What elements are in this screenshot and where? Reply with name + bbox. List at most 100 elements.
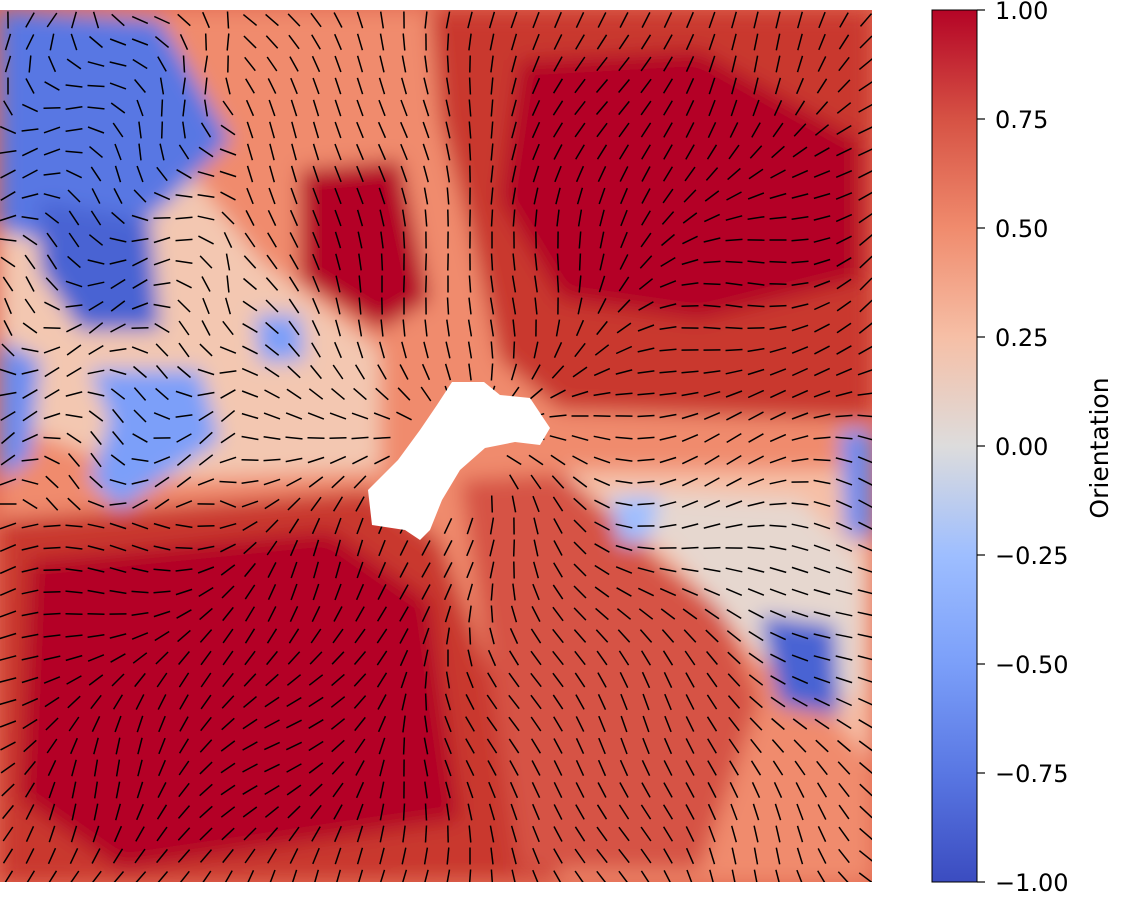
director-segment <box>2 826 14 842</box>
director-segment <box>400 77 408 95</box>
director-segment <box>771 145 785 159</box>
director-segment <box>154 476 170 488</box>
director-segment <box>109 61 127 67</box>
director-segment <box>0 720 17 728</box>
director-segment <box>400 671 408 689</box>
director-segment <box>703 588 721 596</box>
director-segment <box>244 628 256 644</box>
director-segment <box>373 436 391 440</box>
director-segment <box>490 275 494 293</box>
director-segment <box>791 412 809 420</box>
director-segment <box>423 165 429 183</box>
director-segment <box>286 696 302 708</box>
director-segment <box>597 12 607 28</box>
director-segment <box>573 497 587 511</box>
director-segment <box>264 344 280 356</box>
director-segment <box>681 588 699 596</box>
director-segment <box>703 390 721 398</box>
director-segment <box>556 253 560 271</box>
director-segment <box>175 260 193 264</box>
director-segment <box>618 144 630 160</box>
director-segment <box>397 387 411 401</box>
director-segment <box>769 631 787 641</box>
director-segment <box>334 319 342 337</box>
director-segment <box>199 805 213 819</box>
director-segment <box>663 848 673 864</box>
director-segment <box>530 716 542 732</box>
director-segment <box>312 165 320 183</box>
director-segment <box>859 277 872 291</box>
director-segment <box>555 187 561 205</box>
director-segment <box>330 696 346 708</box>
colorbar-tick-label: 0.75 <box>995 106 1048 134</box>
director-segment <box>637 436 655 440</box>
director-segment <box>594 521 610 531</box>
director-segment <box>685 122 695 138</box>
director-segment <box>356 187 364 205</box>
director-segment <box>793 739 807 753</box>
director-segment <box>308 674 324 686</box>
director-segment <box>265 299 279 313</box>
director-segment <box>725 326 743 330</box>
director-segment <box>354 716 366 732</box>
director-segment <box>422 99 430 117</box>
director-segment <box>179 33 189 51</box>
director-segment <box>791 458 809 462</box>
director-segment <box>376 650 388 666</box>
director-segment <box>0 150 17 154</box>
director-segment <box>263 435 281 441</box>
director-segment <box>21 128 39 132</box>
director-segment <box>265 277 279 291</box>
director-segment <box>0 762 16 774</box>
director-segment <box>182 55 186 73</box>
director-segment <box>685 804 695 820</box>
director-segment <box>48 803 56 821</box>
director-segment <box>421 363 431 381</box>
director-segment <box>445 99 451 117</box>
director-segment <box>708 847 716 865</box>
director-segment <box>336 869 342 882</box>
director-segment <box>575 782 585 798</box>
director-segment <box>770 653 786 663</box>
director-segment <box>859 761 872 775</box>
director-segment <box>659 523 677 529</box>
director-segment <box>685 33 695 51</box>
director-segment <box>177 849 191 863</box>
director-segment <box>445 143 451 161</box>
director-segment <box>113 188 123 204</box>
director-segment <box>444 605 452 623</box>
director-segment <box>446 803 450 821</box>
director-segment <box>573 585 587 599</box>
director-segment <box>222 672 234 688</box>
director-segment <box>486 694 498 710</box>
director-segment <box>153 568 171 572</box>
director-segment <box>288 298 300 314</box>
director-segment <box>221 695 235 709</box>
director-segment <box>704 608 720 620</box>
director-segment <box>378 737 386 755</box>
director-segment <box>356 121 364 139</box>
director-segment <box>775 847 781 865</box>
director-segment <box>0 632 17 640</box>
director-segment <box>747 524 765 528</box>
director-segment <box>488 803 496 821</box>
director-segment <box>67 695 81 709</box>
director-segment <box>334 55 342 73</box>
director-segment <box>748 433 764 443</box>
director-segment <box>22 169 38 179</box>
director-segment <box>89 475 103 489</box>
director-segment <box>641 144 651 160</box>
director-segment <box>309 651 323 665</box>
director-segment <box>356 561 364 579</box>
director-segment <box>859 805 872 819</box>
director-segment <box>400 165 408 183</box>
director-segment <box>594 586 610 598</box>
director-segment <box>705 629 719 643</box>
director-segment <box>91 870 102 882</box>
director-segment <box>264 498 280 510</box>
director-segment <box>92 825 100 843</box>
director-segment <box>534 253 538 271</box>
director-segment <box>681 567 699 573</box>
director-segment <box>490 187 494 205</box>
director-segment <box>308 719 324 729</box>
